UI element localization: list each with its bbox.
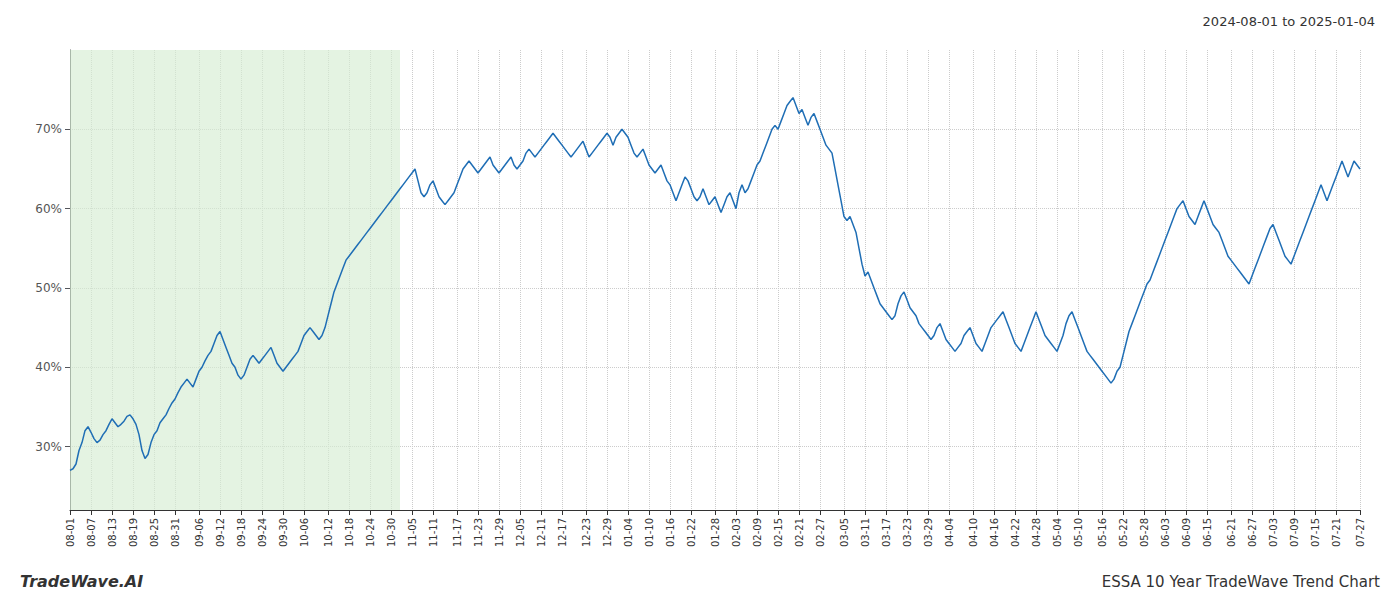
- svg-text:08-25: 08-25: [149, 518, 160, 547]
- svg-text:07-09: 07-09: [1289, 518, 1300, 547]
- svg-text:09-06: 09-06: [194, 518, 205, 547]
- svg-text:03-29: 03-29: [923, 518, 934, 547]
- svg-text:03-23: 03-23: [902, 518, 913, 547]
- svg-text:11-29: 11-29: [494, 518, 505, 547]
- svg-text:03-17: 03-17: [881, 518, 892, 547]
- svg-text:10-18: 10-18: [344, 518, 355, 547]
- svg-text:TradeWave.AI: TradeWave.AI: [20, 572, 143, 591]
- svg-text:06-27: 06-27: [1247, 518, 1258, 547]
- svg-text:11-05: 11-05: [407, 518, 418, 547]
- svg-text:03-05: 03-05: [839, 518, 850, 547]
- svg-text:06-09: 06-09: [1181, 518, 1192, 547]
- svg-text:02-03: 02-03: [731, 518, 742, 547]
- svg-text:12-29: 12-29: [602, 518, 613, 547]
- svg-text:08-31: 08-31: [170, 518, 181, 547]
- svg-text:40%: 40%: [35, 360, 62, 374]
- svg-text:06-15: 06-15: [1202, 518, 1213, 547]
- svg-text:11-17: 11-17: [452, 518, 463, 547]
- svg-text:70%: 70%: [35, 122, 62, 136]
- svg-text:08-01: 08-01: [65, 518, 76, 547]
- svg-text:05-16: 05-16: [1097, 518, 1108, 547]
- svg-text:08-13: 08-13: [107, 518, 118, 547]
- svg-text:09-24: 09-24: [257, 518, 268, 547]
- svg-text:04-28: 04-28: [1031, 518, 1042, 547]
- svg-text:30%: 30%: [35, 440, 62, 454]
- svg-text:09-12: 09-12: [215, 518, 226, 547]
- svg-text:11-11: 11-11: [428, 518, 439, 547]
- svg-text:50%: 50%: [35, 281, 62, 295]
- svg-text:08-07: 08-07: [86, 518, 97, 547]
- svg-text:01-22: 01-22: [686, 518, 697, 547]
- svg-text:08-19: 08-19: [128, 518, 139, 547]
- svg-text:01-04: 01-04: [623, 518, 634, 547]
- svg-text:10-30: 10-30: [386, 518, 397, 547]
- svg-text:60%: 60%: [35, 202, 62, 216]
- svg-text:06-03: 06-03: [1160, 518, 1171, 547]
- svg-text:01-28: 01-28: [710, 518, 721, 547]
- svg-text:02-09: 02-09: [752, 518, 763, 547]
- svg-text:02-21: 02-21: [794, 518, 805, 547]
- svg-text:02-15: 02-15: [773, 518, 784, 547]
- svg-text:05-22: 05-22: [1118, 518, 1129, 547]
- svg-text:01-10: 01-10: [644, 518, 655, 547]
- svg-text:10-12: 10-12: [323, 518, 334, 547]
- svg-text:04-22: 04-22: [1010, 518, 1021, 547]
- svg-text:04-04: 04-04: [944, 518, 955, 547]
- svg-text:10-06: 10-06: [299, 518, 310, 547]
- svg-text:09-30: 09-30: [278, 518, 289, 547]
- svg-text:06-21: 06-21: [1226, 518, 1237, 547]
- svg-text:12-17: 12-17: [557, 518, 568, 547]
- svg-text:07-03: 07-03: [1268, 518, 1279, 547]
- svg-text:07-21: 07-21: [1331, 518, 1342, 547]
- svg-text:05-04: 05-04: [1052, 518, 1063, 547]
- svg-text:10-24: 10-24: [365, 518, 376, 547]
- svg-text:05-10: 05-10: [1073, 518, 1084, 547]
- svg-text:12-23: 12-23: [581, 518, 592, 547]
- svg-text:01-16: 01-16: [665, 518, 676, 547]
- svg-text:03-11: 03-11: [860, 518, 871, 547]
- svg-text:05-28: 05-28: [1139, 518, 1150, 547]
- svg-text:07-27: 07-27: [1355, 518, 1366, 547]
- svg-text:04-16: 04-16: [989, 518, 1000, 547]
- svg-text:11-23: 11-23: [473, 518, 484, 547]
- svg-text:02-27: 02-27: [815, 518, 826, 547]
- svg-text:07-15: 07-15: [1310, 518, 1321, 547]
- svg-text:12-05: 12-05: [515, 518, 526, 547]
- svg-text:12-11: 12-11: [536, 518, 547, 547]
- svg-text:04-10: 04-10: [968, 518, 979, 547]
- svg-text:ESSA 10 Year TradeWave Trend C: ESSA 10 Year TradeWave Trend Chart: [1102, 573, 1380, 591]
- svg-text:09-18: 09-18: [236, 518, 247, 547]
- svg-text:2024-08-01 to 2025-01-04: 2024-08-01 to 2025-01-04: [1203, 14, 1375, 29]
